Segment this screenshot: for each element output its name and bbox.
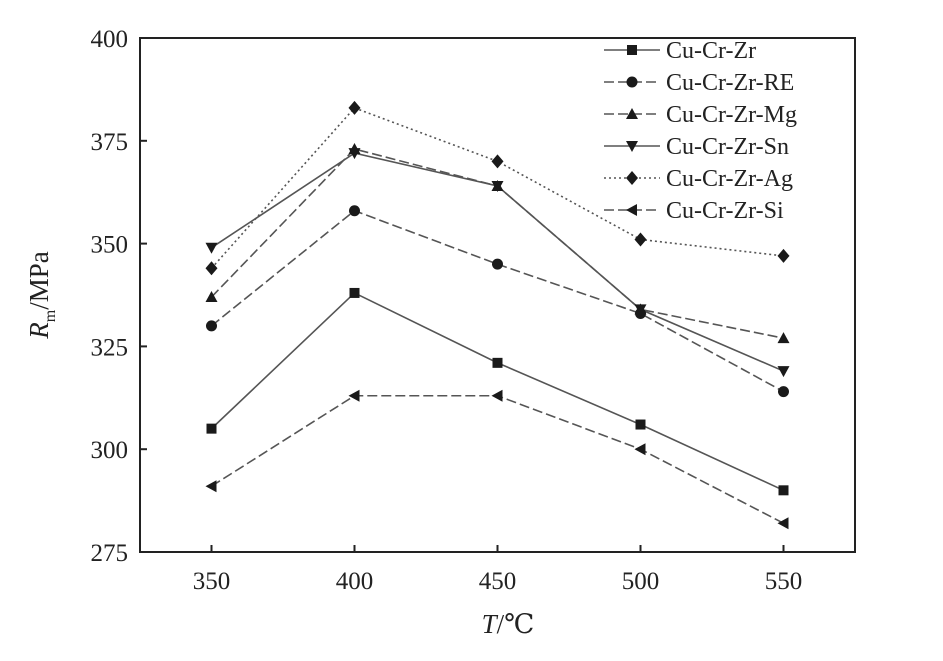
x-tick-label: 400 — [336, 568, 374, 595]
data-point — [205, 291, 218, 303]
series-line — [211, 394, 784, 524]
x-axis-title: T/℃ — [482, 609, 535, 639]
legend-marker — [626, 141, 638, 152]
x-tick-label: 350 — [193, 568, 231, 595]
x-axis-variable: T — [482, 609, 499, 639]
data-point — [491, 389, 503, 402]
data-point — [634, 304, 647, 316]
data-point — [349, 205, 360, 217]
data-point — [205, 261, 218, 276]
y-axis-title: Rm/MPa — [24, 251, 59, 339]
data-point — [349, 287, 360, 298]
legend-marker — [626, 76, 638, 88]
data-point — [777, 366, 790, 378]
y-tick-label: 275 — [91, 540, 129, 567]
data-point — [492, 258, 503, 270]
data-point — [777, 517, 789, 530]
legend-marker — [626, 108, 638, 119]
y-tick-label: 325 — [91, 334, 129, 361]
legend-marker — [626, 204, 637, 216]
x-tick-label: 500 — [622, 568, 660, 595]
x-tick-label: 450 — [479, 568, 517, 595]
legend-label: Cu-Cr-Zr-Si — [666, 198, 784, 224]
legend-label: Cu-Cr-Zr-Sn — [666, 134, 789, 160]
data-point — [777, 332, 790, 344]
y-axis-variable: R — [24, 322, 54, 340]
x-axis-unit: /℃ — [497, 609, 535, 639]
legend-label: Cu-Cr-Zr — [666, 38, 756, 64]
data-point — [206, 423, 217, 434]
data-point — [491, 154, 504, 169]
y-axis-subscript: m — [42, 309, 59, 322]
series-line — [210, 291, 784, 492]
data-point — [778, 485, 789, 496]
x-tick-label: 550 — [765, 568, 803, 595]
data-point — [348, 148, 361, 160]
legend-label: Cu-Cr-Zr-RE — [666, 70, 794, 96]
data-point — [634, 443, 646, 456]
data-point — [348, 100, 361, 115]
data-point — [205, 480, 217, 493]
data-point — [348, 389, 360, 402]
data-point — [205, 242, 218, 254]
legend: Cu-Cr-Zr Cu-Cr-Zr-RE Cu-Cr-Zr-Mg Cu-Cr-Zr-S… — [604, 38, 797, 224]
data-point — [777, 248, 790, 263]
legend-label: Cu-Cr-Zr-Mg — [666, 102, 797, 128]
data-point — [635, 419, 646, 430]
y-tick-label: 400 — [91, 26, 129, 53]
data-point — [206, 320, 217, 332]
y-tick-label: 350 — [91, 232, 129, 259]
legend-marker — [627, 45, 637, 55]
data-point — [778, 386, 789, 398]
y-tick-label: 375 — [91, 129, 129, 156]
data-point — [492, 357, 503, 368]
data-point — [491, 181, 504, 193]
legend-label: Cu-Cr-Zr-Ag — [666, 166, 793, 192]
data-point — [634, 232, 647, 247]
legend-marker — [626, 171, 638, 185]
y-tick-label: 300 — [91, 437, 129, 464]
y-axis-unit: /MPa — [24, 251, 54, 310]
